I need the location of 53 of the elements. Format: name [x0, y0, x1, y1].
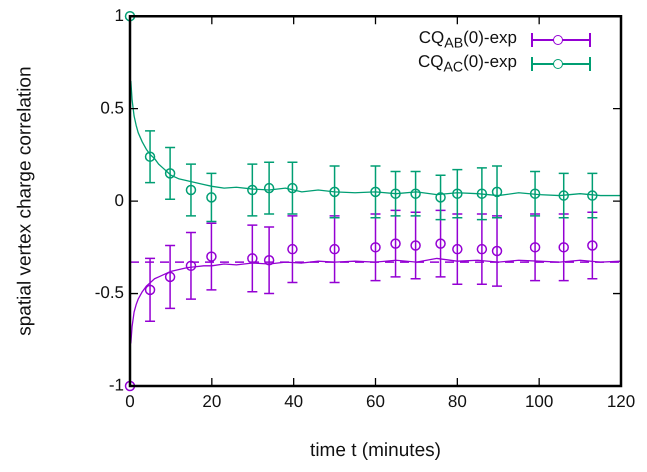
x-tick-label: 20: [202, 392, 222, 411]
point: [329, 186, 340, 198]
point: [164, 168, 176, 179]
point: [164, 272, 176, 282]
y-axis-title: spatial vertex charge correlation: [14, 66, 36, 336]
point: [264, 255, 274, 266]
point: [492, 186, 502, 198]
point: [287, 244, 298, 254]
point: [558, 190, 569, 201]
point: [452, 188, 463, 199]
point: [476, 244, 488, 254]
point: [476, 188, 488, 199]
point: [247, 253, 258, 264]
point: [435, 192, 446, 203]
point: [247, 184, 258, 196]
point: [206, 192, 217, 203]
point: [390, 188, 401, 199]
x-tick-label: 100: [524, 392, 554, 411]
y-tick-label: 0.5: [100, 98, 124, 118]
legend-label: CQ$_{AB}$(0)-exp: [418, 28, 517, 52]
x-tick-label: 40: [284, 392, 304, 411]
point: [435, 238, 446, 249]
point: [558, 242, 569, 253]
point: [410, 240, 421, 251]
legend-label: CQ$_{AC}$(0)-exp: [418, 52, 517, 76]
x-tick-label: 80: [448, 392, 467, 411]
x-tick-label: 60: [366, 392, 385, 411]
point: [587, 240, 598, 251]
point: [452, 244, 463, 254]
point: [206, 251, 217, 262]
point: [390, 238, 401, 249]
point: [370, 186, 381, 198]
point: [186, 184, 196, 196]
point: [144, 151, 156, 162]
y-tick-label: 0: [114, 190, 124, 210]
point: [370, 242, 381, 253]
y-tick-label: 1: [114, 6, 124, 25]
x-axis-title: time t (minutes): [310, 440, 441, 461]
point: [492, 246, 502, 256]
point: [530, 188, 540, 199]
y-tick-label: -1: [108, 376, 124, 395]
point: [410, 188, 421, 199]
point: [329, 244, 340, 254]
y-tick-label: -0.5: [94, 283, 124, 302]
point: [264, 182, 274, 194]
point: [124, 380, 136, 392]
x-tick-label: 120: [606, 392, 636, 411]
point: [124, 10, 136, 22]
point: [144, 284, 156, 296]
point: [186, 260, 196, 272]
point: [530, 242, 540, 253]
point: [587, 190, 598, 201]
point: [287, 182, 298, 194]
